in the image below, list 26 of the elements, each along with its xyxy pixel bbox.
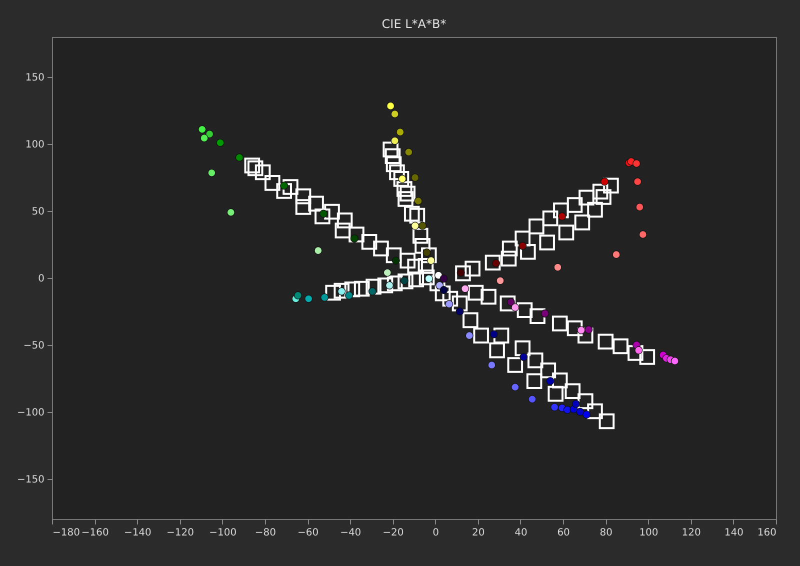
x-tick-label: 80 bbox=[600, 528, 613, 538]
x-tick-label: −40 bbox=[340, 528, 362, 538]
x-tick-label: 120 bbox=[682, 528, 701, 538]
x-tick-label: −60 bbox=[297, 528, 319, 538]
chart-title: CIE L*A*B* bbox=[382, 17, 446, 31]
x-tick-label: −80 bbox=[254, 528, 276, 538]
x-tick-label: 160 bbox=[757, 528, 776, 538]
x-tick-label: −160 bbox=[81, 528, 109, 538]
x-tick-label: 60 bbox=[557, 528, 570, 538]
y-tick-label: −50 bbox=[23, 340, 44, 352]
x-tick-label: −180 bbox=[52, 528, 80, 538]
y-tick-label: −100 bbox=[17, 407, 44, 418]
x-tick-label: −120 bbox=[166, 528, 194, 538]
x-tick-label: −100 bbox=[209, 528, 237, 538]
x-tick-label: 140 bbox=[724, 528, 744, 538]
x-tick-label: 40 bbox=[514, 528, 528, 538]
y-tick-label: −150 bbox=[17, 474, 44, 486]
x-tick-label: 20 bbox=[472, 528, 485, 538]
x-tick-label: 100 bbox=[639, 528, 658, 538]
x-tick-label: −140 bbox=[124, 528, 152, 538]
y-tick-label: 50 bbox=[32, 206, 44, 218]
y-tick-label: 150 bbox=[25, 72, 44, 84]
x-tick-label: −20 bbox=[382, 528, 404, 538]
x-tick-label: 0 bbox=[432, 528, 439, 538]
y-tick-label: 0 bbox=[38, 274, 44, 284]
y-tick-label: 100 bbox=[25, 140, 44, 151]
